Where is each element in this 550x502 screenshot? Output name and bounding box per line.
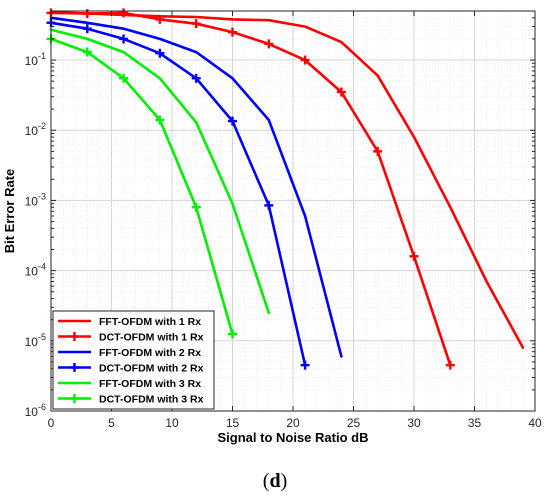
series-4-point [191,73,201,83]
series-line-5 [49,28,271,315]
figure-caption: (d) [0,470,550,493]
legend-item: FFT-OFDM with 3 Rx [58,378,201,390]
x-tick-label: 20 [286,416,300,430]
series-6-point [155,115,165,125]
x-axis-label: Signal to Noise Ratio dB [218,430,369,445]
series-line-2 [49,11,452,367]
legend-item: FFT-OFDM with 1 Rx [58,316,201,328]
series-2-point [445,360,455,370]
y-tick-base: 10 [25,335,39,349]
axis-ticks [50,10,536,412]
legend-label: FFT-OFDM with 3 Rx [99,378,201,390]
x-tick-label: 10 [165,416,179,430]
series-2-point [336,87,346,97]
series-2-point [409,251,419,261]
y-tick-base: 10 [25,265,39,279]
series-line-4 [49,21,307,367]
y-tick-exponent: -1 [38,51,46,61]
series-2-point [300,55,310,65]
legend-item: DCT-OFDM with 2 Rx [58,363,204,375]
series-4-point [82,24,92,34]
y-tick-label: 10-5 [25,332,46,349]
y-tick-exponent: -2 [38,121,46,131]
ber-chart: 0 5 10 15 20 25 30 35 40 10-110-210-310-410-510-… [2,8,542,445]
y-tick-label: 10-4 [25,262,46,279]
series-6-point [191,202,201,212]
caption-open: ( [262,470,270,492]
caption-close: ) [280,470,288,492]
x-tick-label: 5 [108,416,115,430]
y-tick-base: 10 [25,194,39,208]
legend-label: DCT-OFDM with 1 Rx [99,332,204,344]
y-tick-base: 10 [25,54,39,68]
x-tick-label: 25 [347,416,361,430]
series-2-point [373,146,383,156]
series-2-point [228,27,237,37]
legend: FFT-OFDM with 1 Rx DCT-OFDM with 1 Rx FFT-… [52,310,215,410]
series-6-point [82,47,92,57]
y-tick-base: 10 [25,124,39,138]
y-tick-base: 10 [25,405,39,419]
series-line-3 [49,16,343,358]
y-tick-exponent: -5 [38,332,46,342]
x-tick-label: 15 [226,416,240,430]
series-4-point [228,116,237,126]
y-tick-label: 10-6 [25,402,46,419]
x-tick-label: 0 [48,416,55,430]
series-4-point [264,200,274,210]
y-tick-label: 10-1 [25,51,46,68]
y-tick-exponent: -3 [38,191,46,201]
series-2-point [119,8,129,18]
legend-item: FFT-OFDM with 2 Rx [58,347,201,359]
series-4-point [119,34,129,44]
legend-label: DCT-OFDM with 3 Rx [99,394,204,406]
x-tick-label: 35 [468,416,482,430]
legend-item: DCT-OFDM with 1 Rx [58,332,204,344]
series-line-6 [49,37,234,336]
y-tick-labels: 10-110-210-310-410-510-6 [25,51,46,419]
y-axis-label: Bit Error Rate [2,169,17,254]
series-6-point [228,329,237,339]
legend-label: DCT-OFDM with 2 Rx [99,363,204,375]
legend-label: FFT-OFDM with 2 Rx [99,347,201,359]
x-tick-label: 40 [528,416,542,430]
y-tick-exponent: -6 [38,402,46,412]
series-4-point [300,360,310,370]
series-2-point [264,39,274,49]
x-tick-label: 30 [407,416,421,430]
series-2-point [155,14,165,24]
y-tick-label: 10-2 [25,121,46,138]
legend-item: DCT-OFDM with 3 Rx [58,394,204,406]
caption-letter: d [269,470,281,492]
legend-label: FFT-OFDM with 1 Rx [99,316,201,328]
series-2-point [191,19,201,29]
y-tick-exponent: -4 [38,262,46,272]
x-tick-labels: 0 5 10 15 20 25 30 35 40 [48,416,542,430]
series-6-point [119,73,129,83]
y-tick-label: 10-3 [25,191,46,208]
series-lines [49,10,525,367]
series-4-point [155,48,165,58]
legend-box [52,310,215,410]
